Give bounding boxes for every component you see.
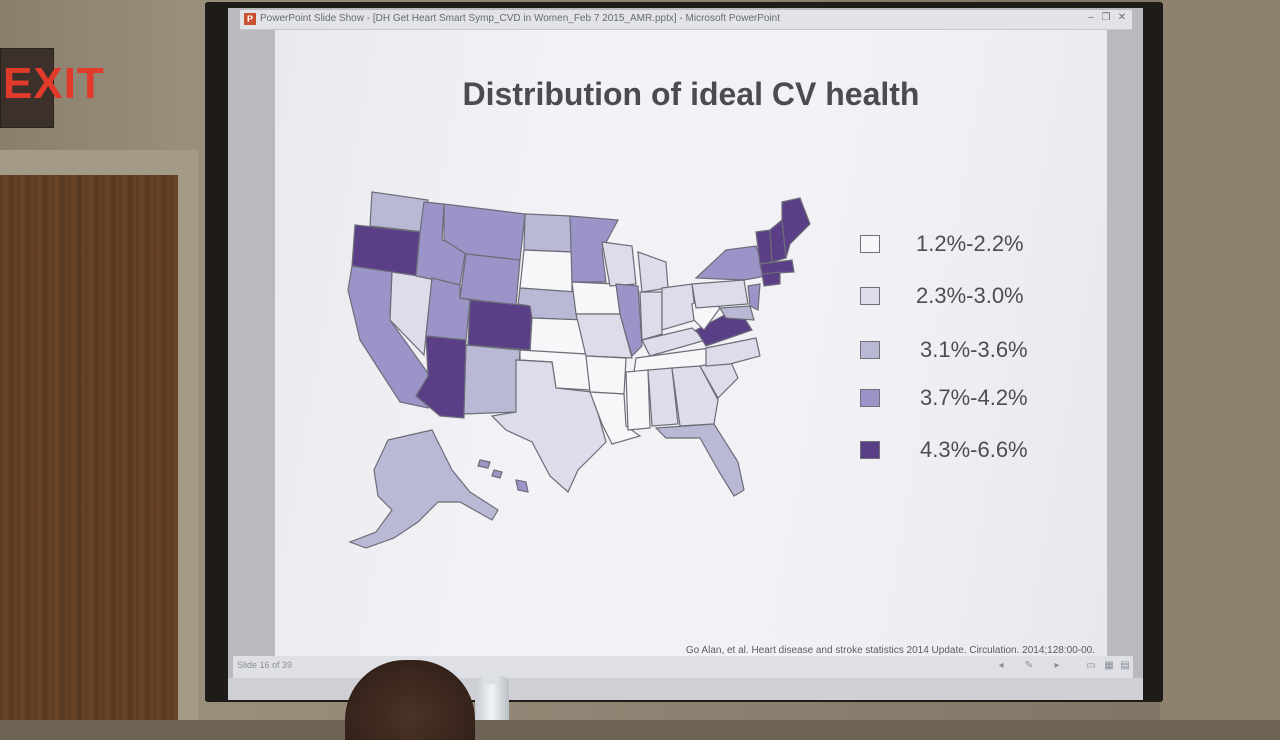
legend-swatch <box>860 341 880 359</box>
state-wisconsin <box>601 241 637 287</box>
powerpoint-icon: P <box>244 13 256 25</box>
state-maryland <box>718 305 755 321</box>
state-washington <box>369 191 429 233</box>
legend-item: 4.3%-6.6% <box>860 437 1100 463</box>
legend-item: 3.7%-4.2% <box>860 385 1100 411</box>
state-hawaii <box>477 459 529 493</box>
state-kansas <box>529 317 587 355</box>
state-michigan <box>637 251 669 293</box>
state-iowa <box>571 281 621 315</box>
window-title: PowerPoint Slide Show - [DH Get Heart Sm… <box>260 13 781 24</box>
minimize-icon[interactable]: ‒ <box>1088 12 1094 23</box>
state-georgia <box>671 365 719 427</box>
state-new-jersey <box>747 283 761 311</box>
state-new-mexico <box>463 344 521 415</box>
slide-title: Distribution of ideal CV health <box>462 76 920 112</box>
state-new-york <box>694 245 767 281</box>
normal-view-icon[interactable]: ▭ <box>1086 660 1096 671</box>
state-maine <box>781 197 811 259</box>
state-missouri <box>575 313 633 359</box>
reading-view-icon[interactable]: ▤ <box>1120 660 1130 671</box>
state-louisiana <box>589 391 642 445</box>
legend-label: 3.1%-3.6% <box>920 337 1028 362</box>
slide-sorter-icon[interactable]: ▦ <box>1104 660 1114 671</box>
state-arizona <box>415 335 467 419</box>
state-north-dakota <box>523 213 573 253</box>
state-wyoming <box>459 253 521 306</box>
state-ohio <box>661 283 697 331</box>
window-titlebar: P PowerPoint Slide Show - [DH Get Heart … <box>240 10 1132 30</box>
state-texas <box>490 359 607 493</box>
state-indiana <box>639 291 663 341</box>
state-south-dakota <box>519 249 573 293</box>
legend-label: 4.3%-6.6% <box>920 437 1028 462</box>
legend-label: 3.7%-4.2% <box>920 385 1028 410</box>
state-alabama <box>647 367 679 427</box>
citation-text: Go Alan, et al. Heart disease and stroke… <box>685 645 1095 656</box>
slide-canvas[interactable]: Distribution of ideal CV health <box>275 30 1107 660</box>
legend-swatch <box>860 389 880 407</box>
legend-label: 2.3%-3.0% <box>916 283 1024 308</box>
legend-item: 3.1%-3.6% <box>860 337 1100 363</box>
us-choropleth-map <box>347 191 811 549</box>
right-wall <box>1160 0 1280 720</box>
close-icon[interactable]: ✕ <box>1117 12 1127 23</box>
state-alaska <box>348 429 499 549</box>
restore-icon[interactable]: ❐ <box>1101 12 1111 23</box>
legend-label: 1.2%-2.2% <box>916 231 1024 256</box>
legend-item: 2.3%-3.0% <box>860 283 1100 309</box>
prev-slide-icon[interactable]: ◂ <box>998 660 1004 671</box>
bottle-cap <box>486 676 498 684</box>
state-illinois <box>615 283 643 358</box>
legend-swatch <box>860 287 880 305</box>
door <box>0 175 178 720</box>
legend-swatch <box>860 235 880 253</box>
state-arkansas <box>585 355 627 395</box>
slideshow-statusbar: Slide 16 of 39 ◂ ✎ ▸ ▭ ▦ ▤ <box>233 656 1133 678</box>
legend-swatch <box>860 441 880 459</box>
next-slide-icon[interactable]: ▸ <box>1054 660 1060 671</box>
state-minnesota <box>569 215 619 283</box>
state-north-carolina <box>705 337 761 367</box>
state-colorado <box>467 299 533 351</box>
exit-sign: EXIT <box>0 48 104 128</box>
state-florida <box>654 423 745 497</box>
state-massachusetts <box>759 259 795 275</box>
state-connecticut <box>761 271 781 287</box>
pen-icon[interactable]: ✎ <box>1024 660 1034 671</box>
legend-item: 1.2%-2.2% <box>860 231 1100 257</box>
slide-number: Slide 16 of 39 <box>237 660 293 670</box>
state-mississippi <box>625 369 651 431</box>
state-pennsylvania <box>691 279 749 309</box>
